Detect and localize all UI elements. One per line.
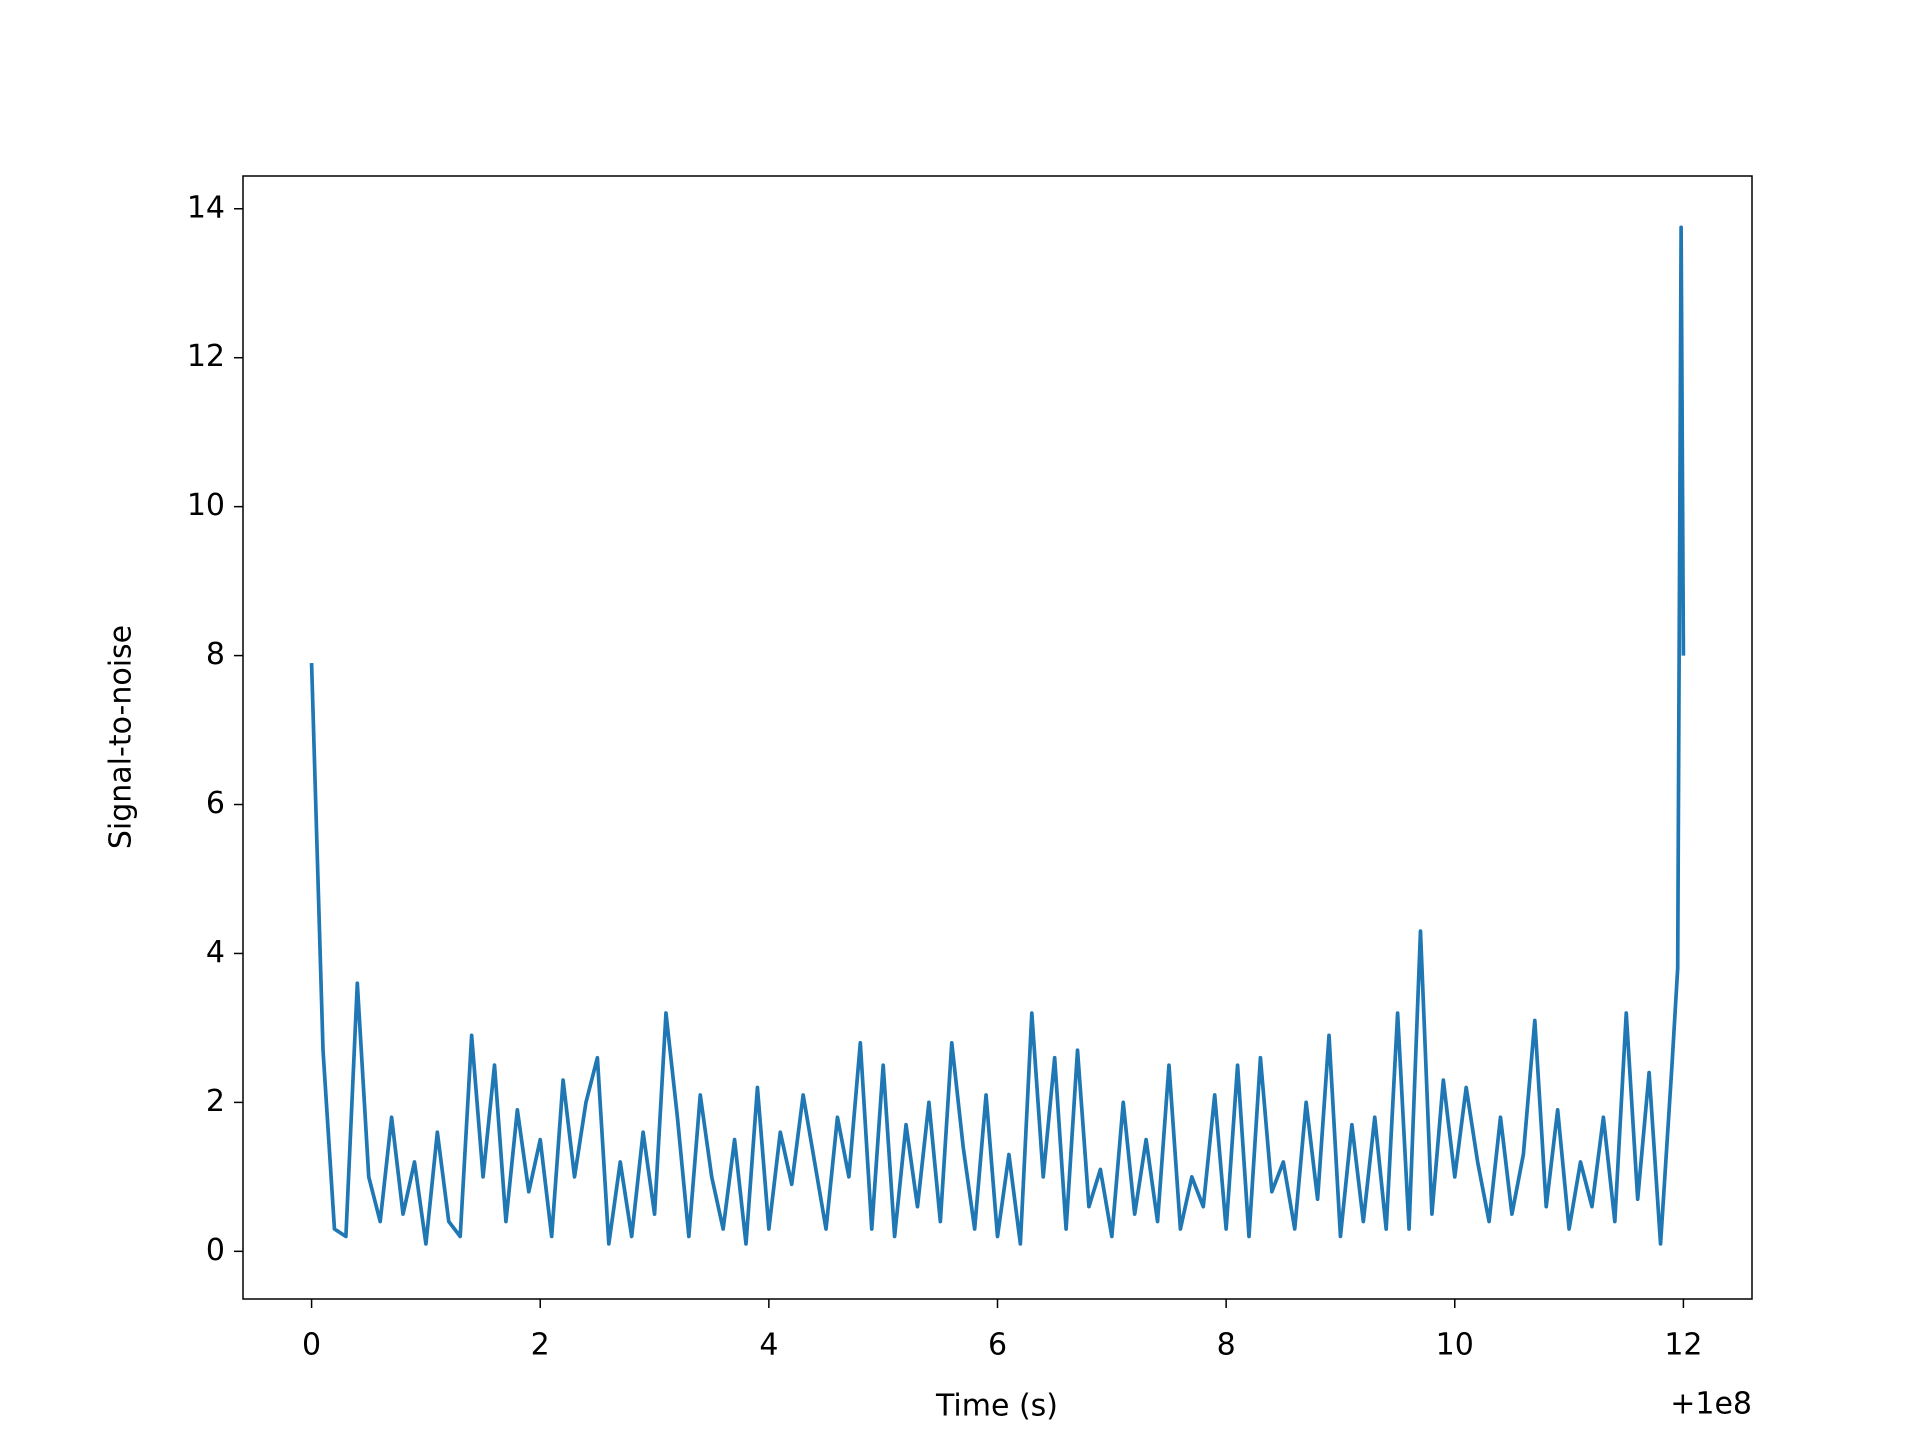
y-tick-label: 12: [187, 339, 225, 374]
x-tick-label: 4: [759, 1328, 778, 1363]
axes-frame: [242, 175, 1753, 1300]
y-tick-label: 10: [187, 488, 225, 523]
y-tick-label: 4: [206, 935, 225, 970]
x-tick-label: 8: [1217, 1328, 1236, 1363]
y-tick-label: 6: [206, 786, 225, 821]
x-offset-label: +1e8: [1670, 1387, 1752, 1422]
x-tick-label: 0: [302, 1328, 321, 1363]
line-series: [309, 225, 1686, 1246]
y-axis-label: Signal-to-noise: [104, 625, 139, 849]
y-tick-label: 14: [187, 190, 225, 225]
x-axis-label: Time (s): [935, 1389, 1058, 1424]
x-tick-label: 12: [1664, 1328, 1702, 1363]
y-tick-label: 2: [206, 1084, 225, 1119]
x-tick-label: 2: [531, 1328, 550, 1363]
y-tick-label: 8: [206, 637, 225, 672]
x-tick-label: 10: [1436, 1328, 1474, 1363]
y-tick-label: 0: [206, 1233, 225, 1268]
x-tick-label: 6: [988, 1328, 1007, 1363]
